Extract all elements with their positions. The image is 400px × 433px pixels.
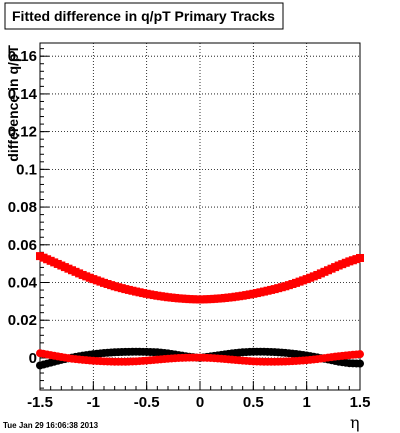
y-tick-label: 0.14 (8, 86, 38, 103)
data-series (36, 252, 364, 370)
data-point (356, 350, 364, 359)
x-tick-label: 0.5 (243, 394, 264, 411)
y-axis-title: difference in q/pT (5, 45, 21, 162)
tick-labels: -1.5 -1 -0.5 0 0.5 1 1.5 0 0.02 0.04 0.06 0.08 0.1 0.… (8, 48, 371, 411)
x-axis-title: η (350, 413, 360, 432)
data-point (356, 253, 364, 262)
timestamp: Tue Jan 29 16:06:38 2013 (3, 421, 99, 430)
y-tick-label: 0.08 (8, 199, 37, 216)
x-tick-label: 1 (302, 394, 310, 411)
y-tick-label: 0.06 (8, 237, 37, 254)
x-tick-label: -0.5 (134, 394, 160, 411)
series-3 (36, 349, 364, 366)
axis-ticks (39, 48, 361, 390)
grid (40, 43, 360, 390)
x-tick-label: 0 (196, 394, 204, 411)
x-tick-label: -1 (87, 394, 100, 411)
y-tick-label: 0.12 (8, 124, 37, 141)
y-tick-label: 0.16 (8, 48, 37, 65)
series-1 (36, 252, 364, 304)
y-tick-label: 0 (29, 350, 37, 367)
x-tick-label: 1.5 (350, 394, 371, 411)
data-point (356, 359, 364, 368)
x-tick-label: -1.5 (27, 394, 53, 411)
y-tick-label: 0.1 (16, 161, 37, 178)
title-box (4, 2, 284, 30)
y-tick-label: 0.02 (8, 312, 37, 329)
y-tick-label: 0.04 (8, 275, 38, 292)
chart-title: Fitted difference in q/pT Primary Tracks (12, 8, 275, 24)
